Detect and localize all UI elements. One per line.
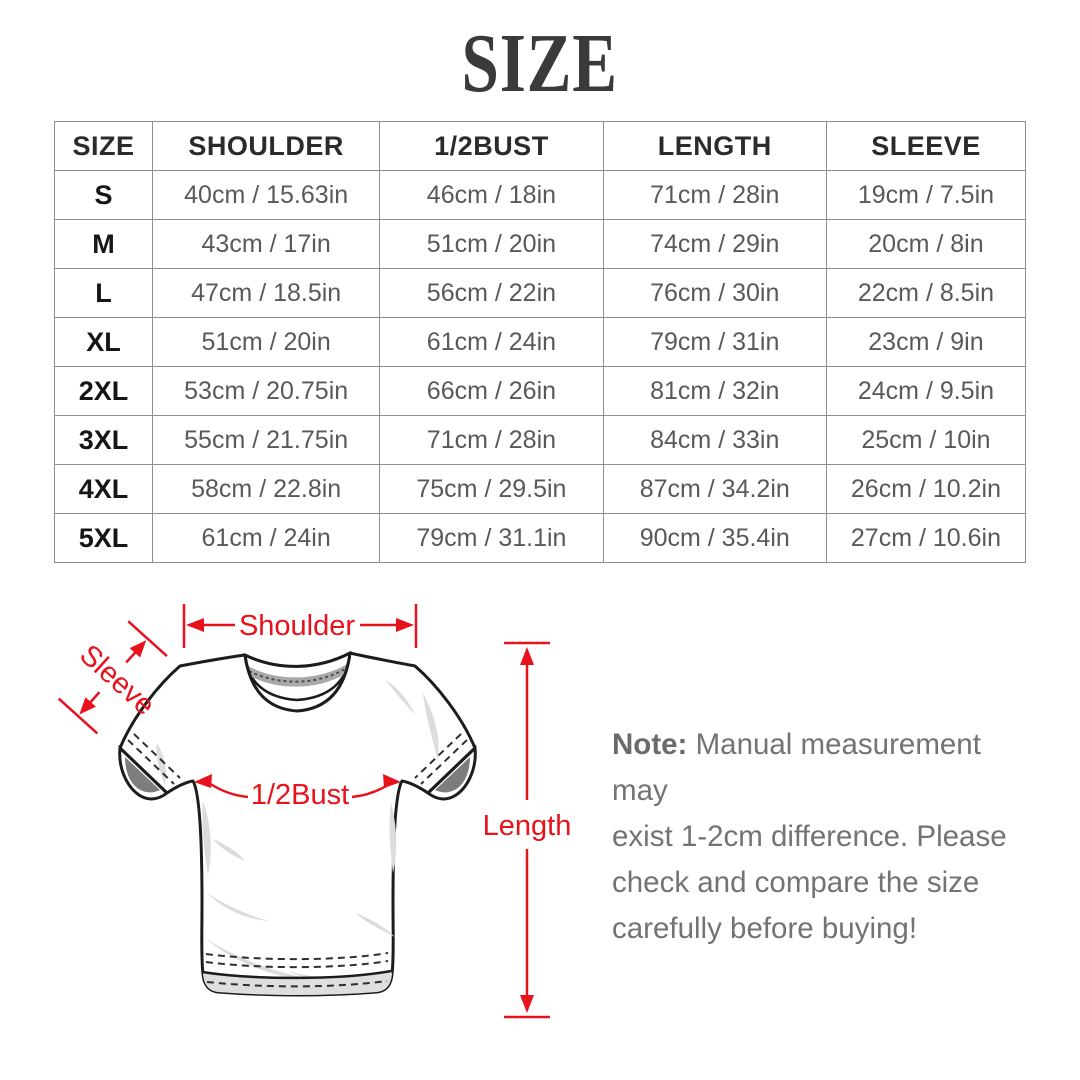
table-row: 2XL 53cm / 20.75in 66cm / 26in 81cm / 32… [53,366,1027,416]
table-row: XL 51cm / 20in 61cm / 24in 79cm / 31in 2… [53,317,1027,367]
cell-length: 79cm / 31in [602,317,827,367]
page-title: SIZE [461,17,619,110]
cell-bust: 75cm / 29.5in [379,464,604,514]
table-row: M 43cm / 17in 51cm / 20in 74cm / 29in 20… [53,219,1027,269]
table-row: 5XL 61cm / 24in 79cm / 31.1in 90cm / 35.… [53,513,1027,563]
cell-size: L [53,268,154,318]
cell-size: XL [53,317,154,367]
bust-label: 1/2Bust [251,779,349,811]
note-line: Note: Manual measurement may [612,728,981,807]
cell-shoulder: 47cm / 18.5in [152,268,381,318]
cell-size: M [53,219,154,269]
cell-shoulder: 43cm / 17in [152,219,381,269]
cell-length: 84cm / 33in [602,415,827,465]
cell-sleeve: 23cm / 9in [825,317,1027,367]
shoulder-dimension: Shoulder [182,604,418,648]
cell-sleeve: 24cm / 9.5in [825,366,1027,416]
cell-bust: 79cm / 31.1in [379,513,604,563]
sleeve-dimension: Sleeve [57,620,168,735]
length-dimension: Length [483,641,572,1019]
size-table: SIZE SHOULDER 1/2BUST LENGTH SLEEVE S 40… [53,121,1027,563]
table-header-row: SIZE SHOULDER 1/2BUST LENGTH SLEEVE [53,121,1027,171]
cell-length: 90cm / 35.4in [602,513,827,563]
cell-shoulder: 61cm / 24in [152,513,381,563]
tshirt-drawing [118,650,477,997]
note-prefix: Note: [612,728,688,761]
table-row: S 40cm / 15.63in 46cm / 18in 71cm / 28in… [53,170,1027,220]
cell-size: S [53,170,154,220]
cell-shoulder: 58cm / 22.8in [152,464,381,514]
cell-bust: 61cm / 24in [379,317,604,367]
cell-sleeve: 25cm / 10in [825,415,1027,465]
cell-bust: 71cm / 28in [379,415,604,465]
cell-sleeve: 22cm / 8.5in [825,268,1027,318]
cell-bust: 66cm / 26in [379,366,604,416]
cell-bust: 51cm / 20in [379,219,604,269]
table-row: 4XL 58cm / 22.8in 75cm / 29.5in 87cm / 3… [53,464,1027,514]
col-header-shoulder: SHOULDER [152,121,381,171]
tshirt-measurement-diagram: Shoulder Sleeve 1/2Bust [57,604,572,1019]
cell-sleeve: 27cm / 10.6in [825,513,1027,563]
cell-shoulder: 53cm / 20.75in [152,366,381,416]
hem [201,952,392,995]
shoulder-label: Shoulder [239,610,355,642]
note-line: check and compare the size [612,866,980,899]
col-header-sleeve: SLEEVE [825,121,1027,171]
cell-bust: 46cm / 18in [379,170,604,220]
note-line: exist 1-2cm difference. Please [612,820,1007,853]
col-header-length: LENGTH [602,121,827,171]
cell-size: 5XL [53,513,154,563]
cell-size: 3XL [53,415,154,465]
cell-sleeve: 26cm / 10.2in [825,464,1027,514]
col-header-size: SIZE [53,121,154,171]
cell-length: 76cm / 30in [602,268,827,318]
cell-length: 81cm / 32in [602,366,827,416]
table-row: 3XL 55cm / 21.75in 71cm / 28in 84cm / 33… [53,415,1027,465]
note-line: carefully before buying! [612,912,918,945]
cell-length: 74cm / 29in [602,219,827,269]
cell-shoulder: 40cm / 15.63in [152,170,381,220]
cell-shoulder: 51cm / 20in [152,317,381,367]
cell-length: 71cm / 28in [602,170,827,220]
cell-sleeve: 19cm / 7.5in [825,170,1027,220]
col-header-bust: 1/2BUST [379,121,604,171]
collar [243,650,352,713]
page-title-wrap: SIZE [0,22,1080,106]
cell-shoulder: 55cm / 21.75in [152,415,381,465]
cell-bust: 56cm / 22in [379,268,604,318]
bust-dimension: 1/2Bust [194,774,401,811]
cell-sleeve: 20cm / 8in [825,219,1027,269]
cell-size: 4XL [53,464,154,514]
table-row: L 47cm / 18.5in 56cm / 22in 76cm / 30in … [53,268,1027,318]
measurement-note: Note: Manual measurement may exist 1-2cm… [612,722,1042,952]
length-label: Length [483,810,572,842]
cell-size: 2XL [53,366,154,416]
cell-length: 87cm / 34.2in [602,464,827,514]
